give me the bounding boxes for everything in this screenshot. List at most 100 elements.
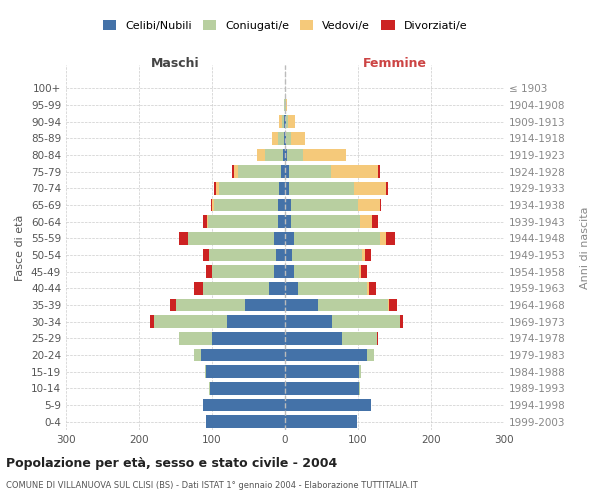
Legend: Celibi/Nubili, Coniugati/e, Vedovi/e, Divorziati/e: Celibi/Nubili, Coniugati/e, Vedovi/e, Di… [98, 16, 472, 36]
Bar [272, 132, 278, 144]
Bar [209, 248, 276, 261]
Bar [379, 166, 380, 178]
Bar [388, 298, 389, 311]
Bar [294, 232, 380, 244]
Bar [274, 232, 285, 244]
Bar [372, 216, 378, 228]
Bar [284, 116, 285, 128]
Bar [365, 248, 371, 261]
Bar [285, 382, 359, 394]
Bar [289, 182, 353, 194]
Bar [285, 332, 342, 344]
Bar [278, 132, 284, 144]
Bar [380, 232, 386, 244]
Bar [206, 416, 285, 428]
Bar [332, 316, 400, 328]
Bar [285, 248, 292, 261]
Bar [265, 149, 283, 161]
Bar [400, 316, 403, 328]
Text: COMUNE DI VILLANUOVA SUL CLISI (BS) - Dati ISTAT 1° gennaio 2004 - Elaborazione : COMUNE DI VILLANUOVA SUL CLISI (BS) - Da… [6, 481, 418, 490]
Bar [154, 316, 227, 328]
Bar [209, 382, 210, 394]
Bar [286, 132, 291, 144]
Bar [285, 166, 289, 178]
Bar [203, 399, 285, 411]
Bar [285, 349, 367, 361]
Bar [214, 198, 278, 211]
Bar [285, 116, 286, 128]
Bar [257, 149, 265, 161]
Bar [203, 248, 209, 261]
Bar [212, 332, 285, 344]
Bar [367, 349, 374, 361]
Bar [282, 116, 284, 128]
Bar [188, 232, 274, 244]
Bar [389, 298, 397, 311]
Bar [269, 282, 285, 294]
Bar [278, 216, 285, 228]
Bar [285, 366, 359, 378]
Bar [238, 166, 281, 178]
Text: Femmine: Femmine [362, 57, 427, 70]
Bar [285, 132, 286, 144]
Bar [232, 166, 234, 178]
Bar [359, 382, 360, 394]
Bar [285, 266, 294, 278]
Bar [285, 149, 287, 161]
Bar [386, 232, 395, 244]
Bar [377, 332, 379, 344]
Bar [274, 266, 285, 278]
Bar [285, 298, 318, 311]
Bar [285, 216, 291, 228]
Bar [303, 149, 346, 161]
Bar [285, 198, 291, 211]
Bar [291, 216, 360, 228]
Bar [386, 182, 388, 194]
Bar [285, 399, 371, 411]
Bar [281, 166, 285, 178]
Bar [179, 332, 212, 344]
Bar [359, 366, 361, 378]
Bar [291, 132, 305, 144]
Bar [286, 116, 288, 128]
Bar [220, 182, 279, 194]
Bar [380, 198, 382, 211]
Bar [369, 282, 376, 294]
Bar [359, 266, 361, 278]
Bar [342, 332, 377, 344]
Bar [353, 182, 386, 194]
Text: Popolazione per età, sesso e stato civile - 2004: Popolazione per età, sesso e stato civil… [6, 458, 337, 470]
Bar [285, 232, 294, 244]
Bar [292, 248, 362, 261]
Bar [210, 382, 285, 394]
Bar [212, 198, 214, 211]
Bar [294, 266, 359, 278]
Bar [361, 266, 367, 278]
Bar [214, 182, 215, 194]
Bar [318, 298, 388, 311]
Bar [285, 316, 332, 328]
Bar [234, 166, 238, 178]
Bar [284, 99, 285, 112]
Bar [203, 216, 207, 228]
Bar [331, 166, 379, 178]
Bar [215, 182, 220, 194]
Bar [194, 282, 203, 294]
Bar [285, 416, 356, 428]
Bar [284, 132, 285, 144]
Bar [207, 216, 208, 228]
Bar [208, 216, 278, 228]
Bar [283, 149, 285, 161]
Y-axis label: Fasce di età: Fasce di età [16, 214, 25, 280]
Bar [360, 216, 372, 228]
Bar [291, 198, 358, 211]
Bar [170, 298, 176, 311]
Bar [287, 149, 303, 161]
Bar [201, 349, 285, 361]
Text: Maschi: Maschi [151, 57, 200, 70]
Bar [205, 366, 206, 378]
Bar [288, 116, 295, 128]
Bar [179, 232, 188, 244]
Bar [211, 198, 212, 211]
Bar [227, 316, 285, 328]
